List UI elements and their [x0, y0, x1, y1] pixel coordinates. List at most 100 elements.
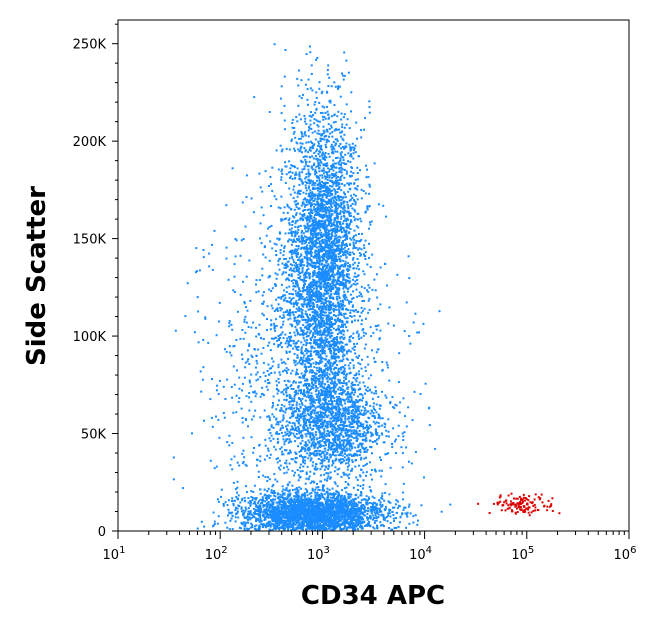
- data-point: [342, 308, 344, 311]
- data-point: [318, 324, 321, 327]
- data-point: [336, 220, 338, 223]
- data-point: [322, 194, 325, 196]
- data-point: [354, 446, 357, 449]
- data-point: [377, 203, 380, 206]
- data-point: [342, 202, 345, 205]
- data-point: [315, 213, 317, 216]
- data-point: [364, 438, 367, 441]
- data-point: [306, 251, 309, 253]
- data-point: [315, 296, 318, 299]
- data-point: [303, 147, 306, 150]
- data-point: [323, 314, 326, 317]
- data-point: [298, 307, 301, 310]
- data-point: [366, 390, 369, 393]
- data-point: [314, 223, 317, 226]
- data-point: [311, 275, 314, 278]
- data-point: [319, 260, 322, 263]
- data-point: [336, 272, 339, 274]
- data-point: [353, 404, 356, 407]
- data-point: [296, 231, 299, 234]
- data-point: [292, 238, 295, 241]
- data-point: [365, 332, 367, 335]
- data-point: [330, 354, 333, 357]
- data-point: [316, 449, 319, 452]
- data-point: [336, 342, 339, 345]
- data-point: [267, 415, 270, 418]
- data-point: [310, 249, 312, 252]
- data-point: [315, 363, 318, 366]
- data-point: [331, 324, 334, 326]
- data-point: [327, 449, 330, 452]
- data-point: [341, 404, 344, 407]
- data-point: [306, 259, 309, 262]
- data-point: [304, 184, 307, 187]
- data-point: [305, 176, 308, 179]
- data-point: [342, 333, 345, 336]
- data-point: [338, 197, 341, 200]
- data-point: [350, 284, 353, 287]
- data-point: [343, 452, 346, 455]
- data-point: [330, 266, 333, 269]
- data-point: [371, 452, 373, 455]
- data-point: [299, 147, 302, 150]
- data-point: [358, 370, 360, 373]
- data-point: [314, 218, 317, 221]
- data-point: [340, 163, 342, 166]
- data-point: [288, 257, 291, 260]
- data-point: [297, 207, 300, 210]
- data-point: [359, 422, 362, 424]
- data-point: [346, 449, 349, 452]
- data-point: [338, 205, 341, 208]
- data-point: [278, 231, 281, 234]
- data-point: [366, 421, 369, 424]
- data-point: [306, 443, 309, 446]
- data-point: [336, 225, 339, 228]
- data-point: [356, 484, 359, 487]
- data-point: [300, 341, 303, 344]
- data-point: [314, 497, 317, 500]
- data-point: [326, 128, 328, 131]
- data-point: [337, 399, 340, 402]
- data-point: [363, 299, 365, 302]
- data-point: [291, 234, 293, 237]
- data-point: [357, 464, 360, 467]
- data-point: [352, 157, 355, 160]
- data-point: [318, 267, 321, 270]
- data-point: [329, 276, 332, 279]
- data-point: [295, 391, 297, 394]
- data-point: [316, 422, 319, 424]
- data-point: [322, 200, 325, 203]
- data-point: [328, 211, 331, 213]
- data-point: [318, 120, 321, 123]
- data-point: [320, 263, 323, 266]
- data-point: [306, 258, 309, 261]
- data-point: [379, 417, 382, 420]
- data-point: [324, 143, 327, 146]
- data-point: [329, 318, 332, 320]
- data-point: [322, 254, 324, 256]
- data-point: [324, 281, 327, 283]
- data-point: [321, 217, 324, 219]
- data-point: [321, 275, 323, 278]
- data-point: [351, 415, 354, 418]
- data-point: [334, 229, 337, 232]
- data-point: [345, 296, 348, 299]
- data-point: [311, 382, 314, 384]
- data-point: [332, 355, 335, 358]
- data-point: [318, 259, 321, 262]
- data-point: [294, 232, 297, 234]
- data-point: [335, 162, 338, 165]
- data-point: [349, 160, 352, 163]
- data-point: [344, 417, 347, 420]
- data-point: [339, 366, 342, 369]
- data-point: [306, 286, 308, 289]
- data-point: [294, 373, 297, 376]
- data-point: [315, 119, 318, 122]
- data-point: [318, 190, 321, 193]
- data-point: [287, 468, 290, 471]
- data-point: [312, 280, 315, 283]
- data-point: [337, 436, 339, 439]
- data-point: [320, 268, 323, 271]
- data-point: [344, 343, 347, 346]
- data-point: [322, 351, 325, 354]
